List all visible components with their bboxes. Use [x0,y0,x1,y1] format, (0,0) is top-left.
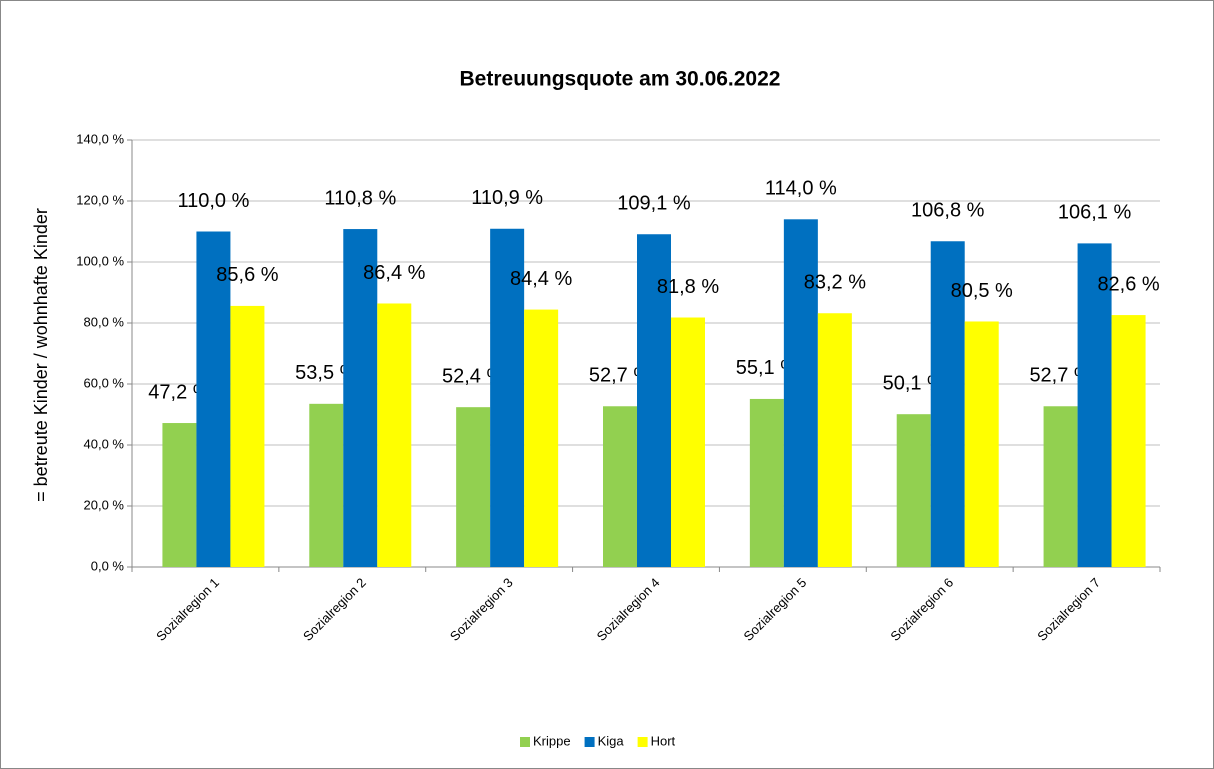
bar [456,407,491,567]
bar [524,309,559,567]
y-tick-label: 0,0 % [91,558,125,573]
legend-swatch [584,737,595,747]
value-label: 53,5 % [295,362,357,384]
y-tick-label: 80,0 % [84,314,125,329]
value-label: 110,9 % [471,187,543,209]
bar [817,313,852,567]
bar [343,229,378,567]
bar [603,406,637,567]
value-label: 83,2 % [804,272,866,294]
value-label: 109,1 % [617,193,691,215]
bar [1077,243,1112,567]
bar [896,414,931,567]
bar [964,321,999,567]
value-label: 55,1 % [736,357,798,379]
bar [309,403,344,567]
value-label: 106,1 % [1058,202,1132,224]
value-label: 84,4 % [510,268,572,290]
value-label: 52,7 % [589,365,651,387]
value-label: 110,0 % [177,190,249,212]
bar [1111,315,1146,567]
value-label: 80,5 % [951,280,1013,302]
y-tick-label: 20,0 % [84,497,125,512]
bar [930,241,965,567]
value-label: 82,6 % [1097,273,1159,295]
bar [196,231,231,567]
value-label: 52,4 % [442,365,504,387]
bar [783,219,818,568]
value-label: 110,8 % [324,187,396,209]
bar [671,317,705,567]
value-label: 47,2 % [148,381,210,403]
value-label: 114,0 % [765,178,837,200]
value-label: 81,8 % [657,276,719,298]
value-label: 50,1 % [883,372,945,394]
legend-swatch [520,737,530,747]
legend-swatch [637,737,648,747]
legend-label: Kiga [598,733,625,748]
value-label: 52,7 % [1029,365,1091,387]
bar [490,228,525,567]
legend-label: Krippe [533,733,571,748]
legend-label: Hort [651,733,676,748]
value-label: 85,6 % [216,264,278,286]
y-tick-label: 120,0 % [76,192,124,207]
bar [637,234,671,567]
bar [1043,406,1078,567]
bar [377,303,412,567]
y-tick-label: 140,0 % [76,131,124,146]
bar [749,398,784,567]
bar [162,423,197,567]
value-label: 106,8 % [911,200,985,222]
y-tick-label: 40,0 % [84,436,125,451]
y-tick-label: 60,0 % [84,375,125,390]
bar [230,305,265,567]
y-tick-label: 100,0 % [76,253,124,268]
value-label: 86,4 % [363,262,425,284]
y-axis-label: = betreute Kinder / wohnhafte Kinder [31,208,51,502]
chart-title: Betreuungsquote am 30.06.2022 [460,68,781,91]
